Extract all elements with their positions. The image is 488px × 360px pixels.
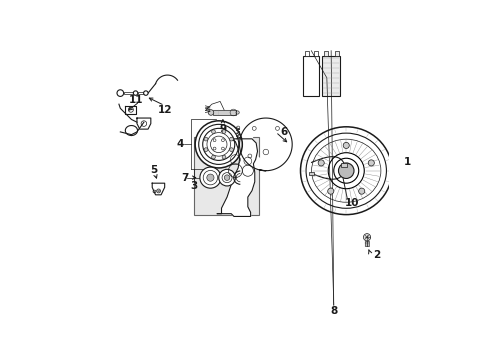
Circle shape (211, 155, 215, 159)
Text: 4: 4 (176, 139, 183, 149)
FancyBboxPatch shape (123, 92, 134, 94)
Text: 12: 12 (157, 105, 172, 115)
Circle shape (358, 188, 364, 194)
Polygon shape (137, 118, 150, 129)
Text: 10: 10 (344, 198, 358, 208)
Circle shape (195, 121, 242, 168)
Circle shape (338, 163, 353, 179)
Circle shape (211, 130, 215, 134)
Circle shape (206, 174, 214, 181)
FancyBboxPatch shape (212, 110, 235, 115)
Text: 11: 11 (128, 95, 142, 105)
FancyBboxPatch shape (308, 172, 314, 175)
Circle shape (200, 167, 221, 188)
FancyBboxPatch shape (303, 56, 319, 96)
FancyBboxPatch shape (340, 163, 346, 167)
Circle shape (117, 90, 123, 96)
Text: 6: 6 (280, 127, 287, 137)
Text: 8: 8 (329, 306, 337, 316)
Text: 7: 7 (181, 173, 188, 183)
Circle shape (327, 188, 333, 194)
FancyBboxPatch shape (313, 51, 317, 56)
Circle shape (224, 175, 229, 180)
Circle shape (343, 143, 348, 148)
FancyBboxPatch shape (322, 56, 340, 96)
Text: 5: 5 (150, 165, 157, 175)
Polygon shape (217, 139, 257, 216)
Polygon shape (239, 118, 292, 171)
Ellipse shape (300, 127, 391, 215)
Polygon shape (152, 183, 164, 195)
FancyBboxPatch shape (138, 92, 144, 94)
Text: 9: 9 (219, 124, 226, 134)
FancyBboxPatch shape (323, 51, 327, 56)
Circle shape (143, 91, 148, 95)
Circle shape (203, 148, 207, 152)
FancyBboxPatch shape (365, 242, 368, 246)
Circle shape (235, 111, 239, 114)
FancyBboxPatch shape (193, 138, 259, 215)
Circle shape (318, 160, 324, 166)
Circle shape (229, 148, 233, 152)
FancyBboxPatch shape (334, 51, 338, 56)
Circle shape (222, 130, 225, 134)
Circle shape (367, 160, 374, 166)
Circle shape (363, 234, 370, 241)
Circle shape (133, 91, 138, 95)
Text: 1: 1 (403, 157, 410, 167)
Text: 2: 2 (372, 250, 380, 260)
Circle shape (208, 110, 213, 115)
Text: 3: 3 (190, 181, 197, 191)
Circle shape (218, 169, 235, 186)
Circle shape (222, 155, 225, 159)
FancyBboxPatch shape (304, 51, 308, 56)
Circle shape (203, 137, 207, 141)
Polygon shape (125, 105, 136, 114)
Circle shape (229, 137, 233, 141)
